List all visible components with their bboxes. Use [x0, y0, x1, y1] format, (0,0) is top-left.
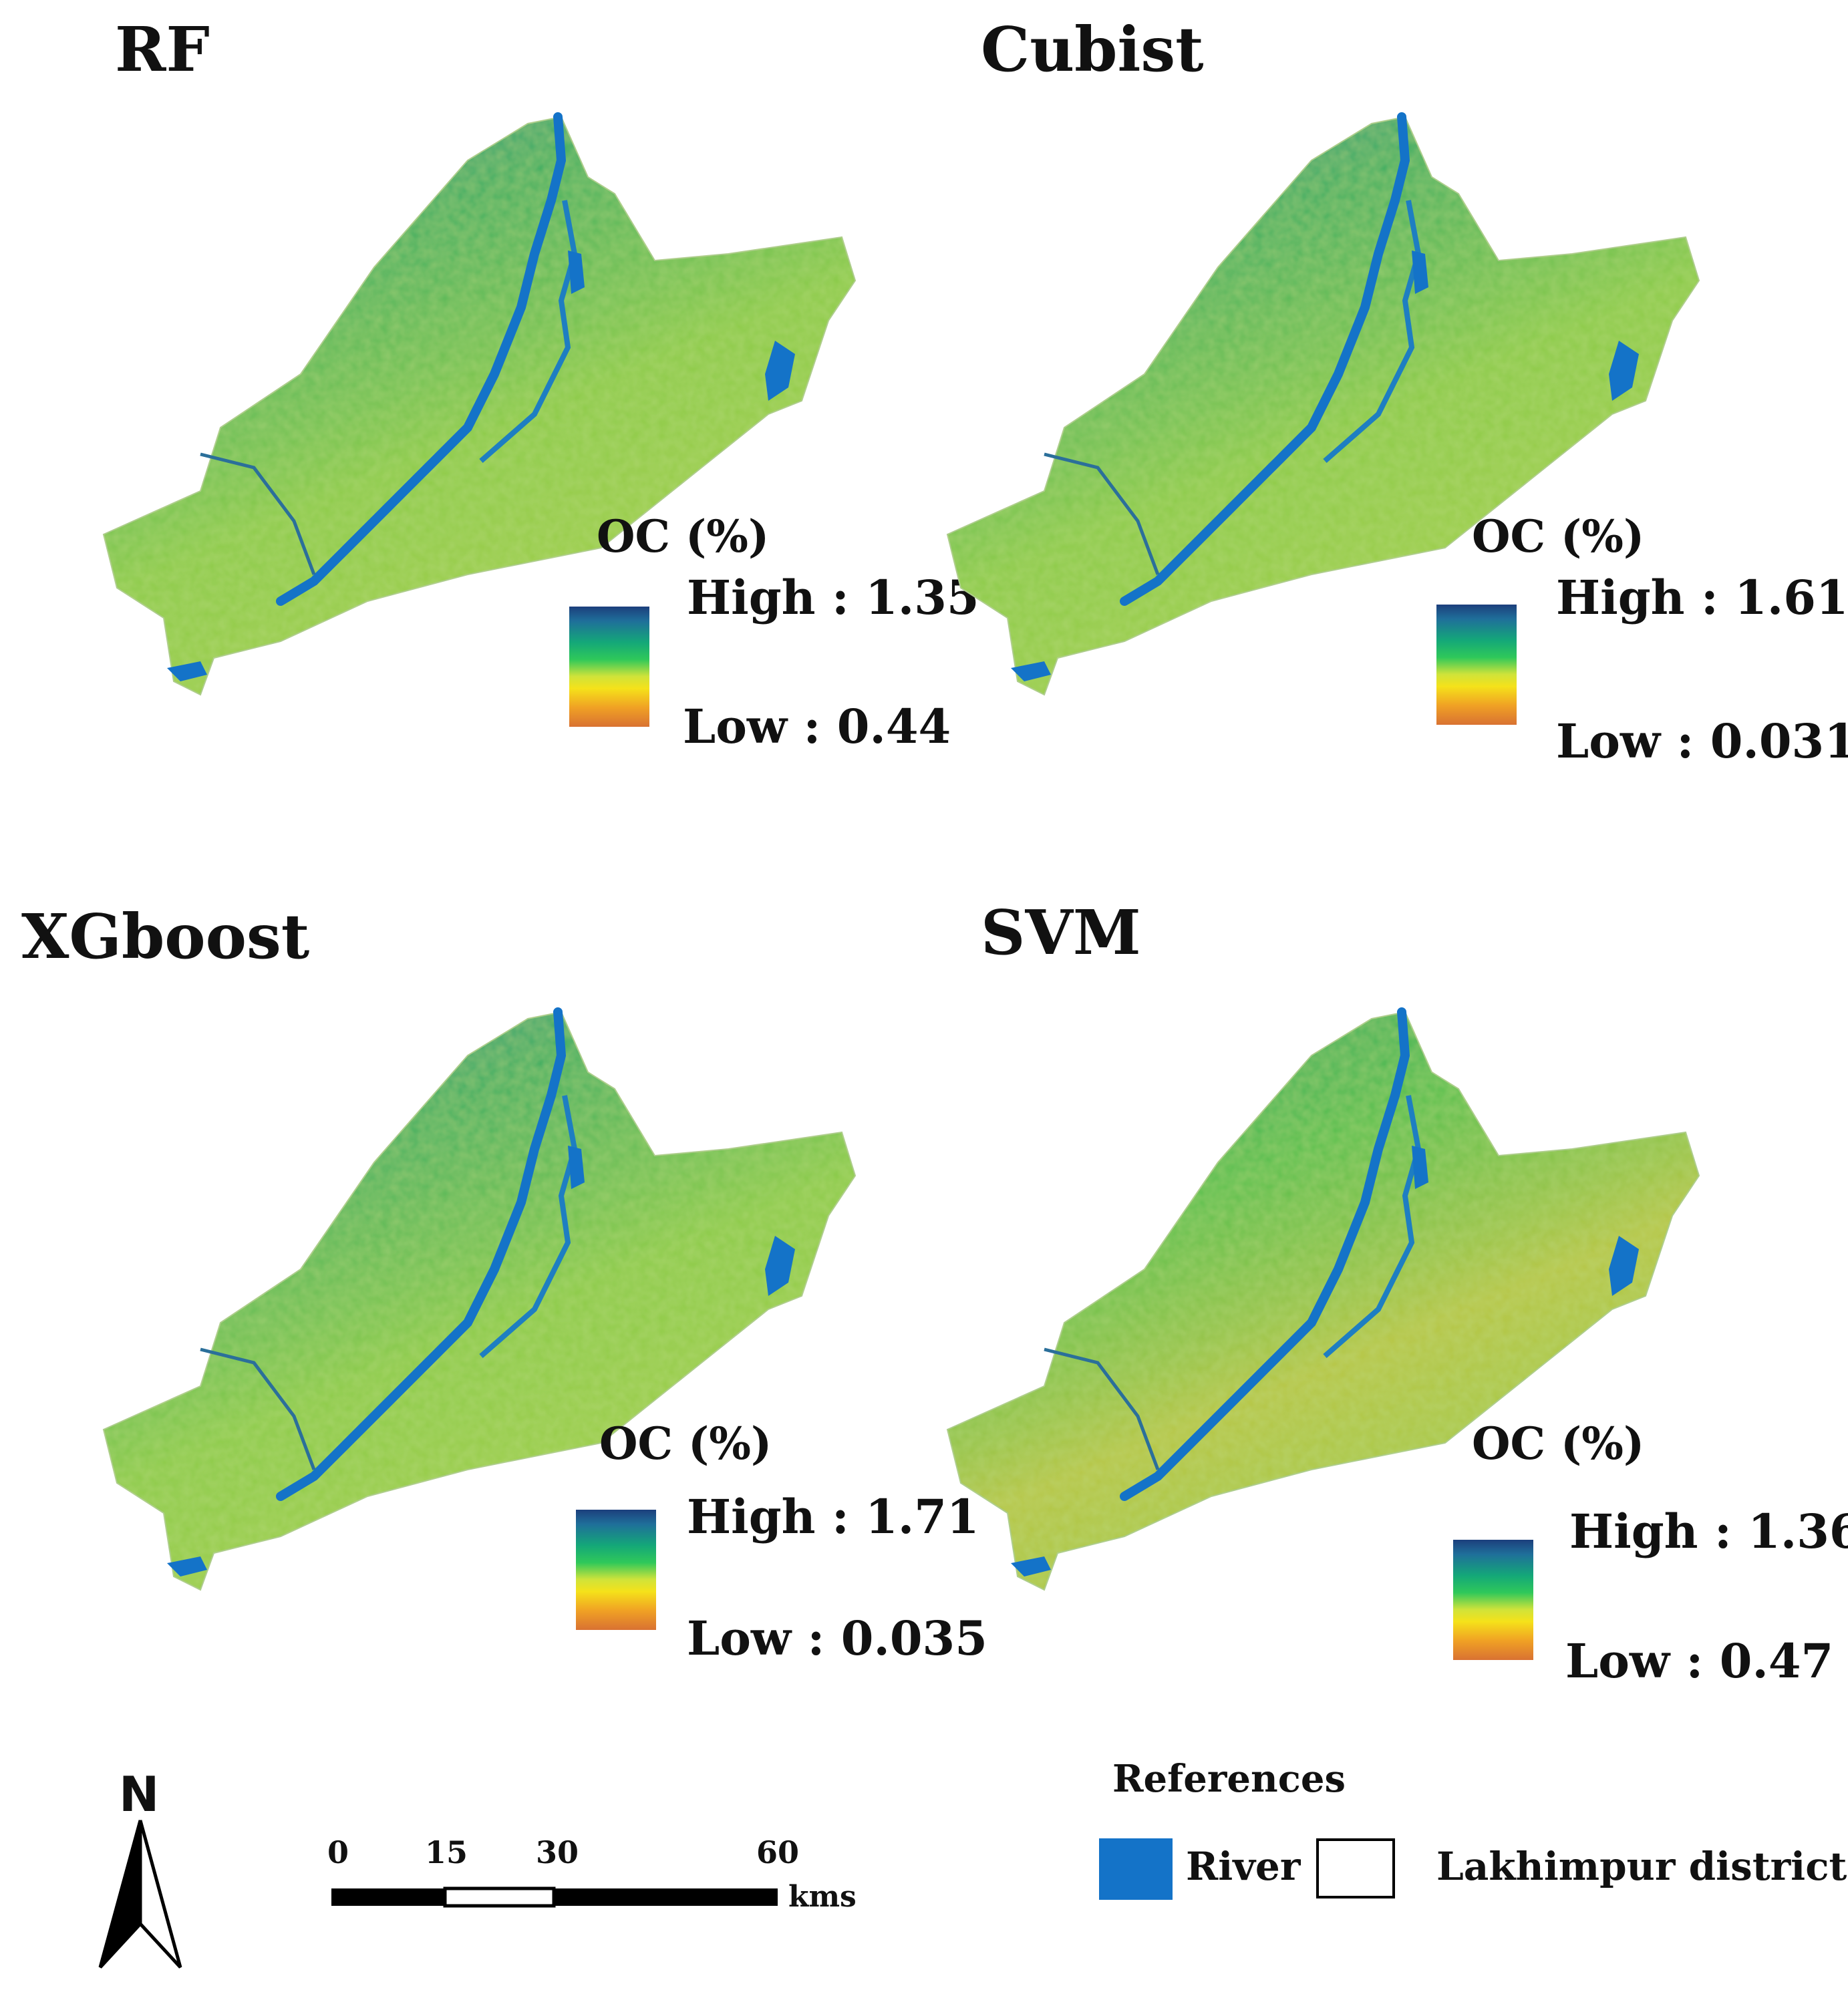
panel-rf: RF OC (%) High : 1.35 Low : 0.44	[0, 0, 979, 895]
oc-map	[102, 112, 857, 696]
references-title: References	[1112, 1757, 1346, 1801]
tributary	[1044, 452, 1160, 575]
legend-high-label: High : 1.61	[1556, 570, 1848, 625]
tributary	[200, 452, 316, 575]
scale-tick-0: 0	[327, 1834, 349, 1870]
river-branch	[1323, 1095, 1422, 1359]
district-swatch	[1316, 1838, 1395, 1898]
tributary	[1044, 1347, 1160, 1470]
lake-2	[1412, 251, 1428, 294]
river-branch	[479, 1095, 578, 1359]
north-arrow-icon	[98, 1820, 182, 1969]
panel-title: XGboost	[21, 900, 310, 973]
river-swatch	[1099, 1838, 1173, 1900]
lake-2	[568, 1146, 585, 1189]
panel-xgboost: XGboost OC (%) High : 1.71 Low : 0.035	[0, 895, 987, 1790]
district-label: Lakhimpur district	[1436, 1844, 1847, 1889]
river-mouth	[1011, 661, 1051, 681]
legend-title: OC (%)	[597, 510, 770, 562]
river-branch	[479, 200, 578, 464]
scale-tick-15: 15	[425, 1834, 468, 1870]
legend-low-label: Low : 0.44	[683, 699, 951, 754]
river-label: River	[1186, 1844, 1301, 1889]
legend-low-label: Low : 0.031	[1556, 713, 1848, 769]
river	[276, 112, 567, 606]
lake	[1609, 341, 1639, 401]
scale-tick-30: 30	[536, 1834, 579, 1870]
scale-bar: 0 15 30 60 kms	[327, 1837, 875, 1924]
legend-high-label: High : 1.71	[687, 1489, 979, 1544]
lake	[765, 341, 795, 401]
river-mouth	[1011, 1556, 1051, 1577]
legend-title: OC (%)	[599, 1418, 772, 1470]
river-mouth	[167, 661, 207, 681]
river	[276, 1007, 567, 1501]
river	[1120, 112, 1410, 606]
legend-color-ramp	[1453, 1540, 1533, 1660]
panel-title: SVM	[981, 896, 1141, 969]
legend-low-label: Low : 0.035	[687, 1611, 987, 1666]
panel-title: Cubist	[981, 13, 1204, 86]
north-arrow-label: N	[119, 1766, 160, 1822]
scale-unit: kms	[788, 1880, 857, 1914]
legend-high-label: High : 1.36	[1569, 1504, 1848, 1559]
legend-color-ramp	[1436, 605, 1517, 725]
panel-cubist: Cubist OC (%) High : 1.61 Low : 0.031	[924, 0, 1848, 895]
legend-color-ramp	[576, 1510, 656, 1630]
legend-color-ramp	[569, 607, 649, 727]
legend-high-label: High : 1.35	[687, 570, 979, 625]
oc-map	[946, 112, 1700, 696]
lake-2	[568, 251, 585, 294]
oc-map	[946, 1007, 1700, 1591]
legend-title: OC (%)	[1472, 510, 1645, 562]
river-branch	[1323, 200, 1422, 464]
panel-title: RF	[115, 13, 210, 86]
river-mouth	[167, 1556, 207, 1577]
panel-svm: SVM OC (%) High : 1.36 Low : 0.47	[924, 895, 1848, 1790]
legend-title: OC (%)	[1472, 1418, 1645, 1470]
scale-tick-60: 60	[756, 1834, 800, 1870]
legend-low-label: Low : 0.47	[1565, 1633, 1834, 1689]
tributary	[200, 1347, 316, 1470]
lake	[1609, 1236, 1639, 1296]
oc-map	[102, 1007, 857, 1591]
scale-bar-graphic	[331, 1886, 778, 1908]
river	[1120, 1007, 1410, 1501]
lake-2	[1412, 1146, 1428, 1189]
lake	[765, 1236, 795, 1296]
north-arrow: N	[94, 1770, 187, 1971]
